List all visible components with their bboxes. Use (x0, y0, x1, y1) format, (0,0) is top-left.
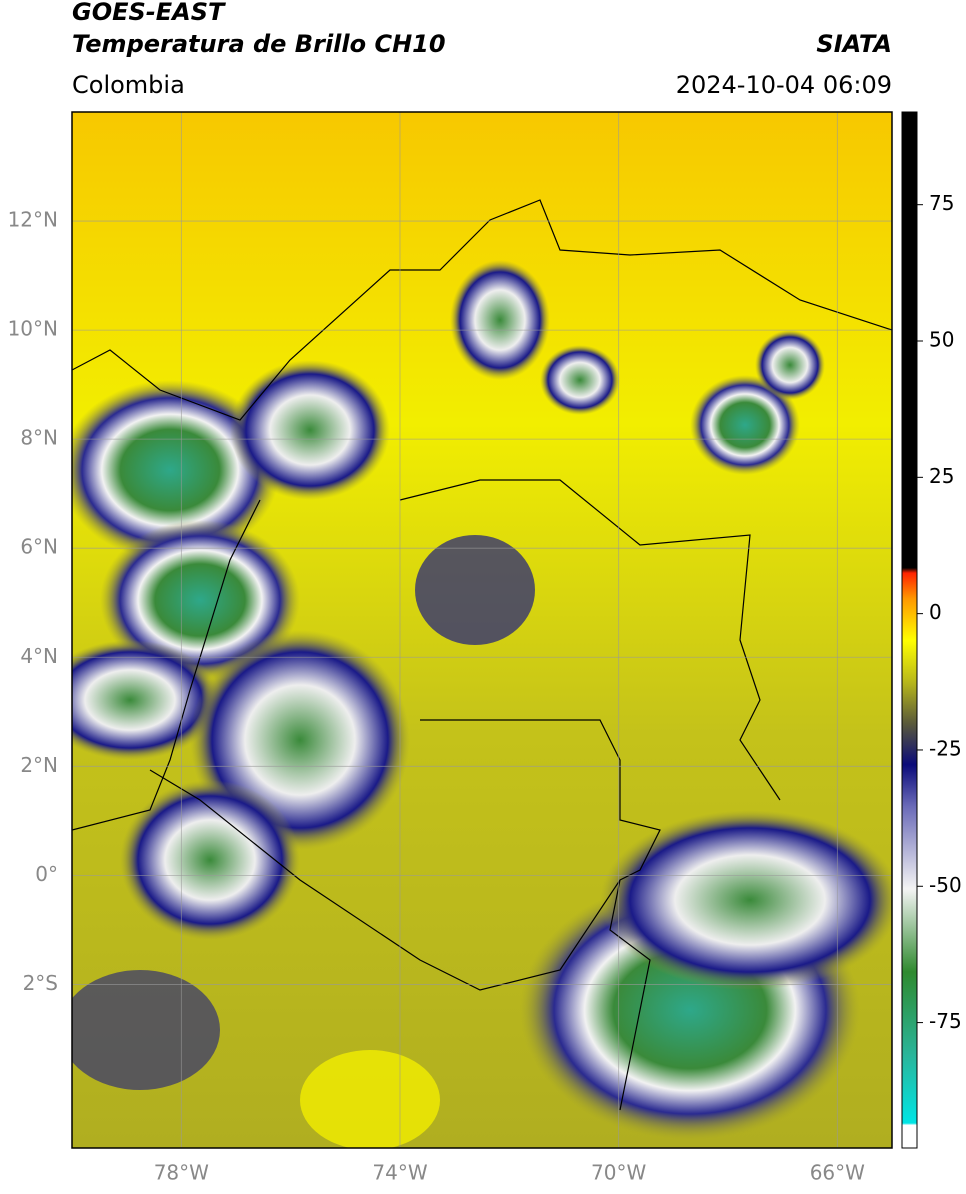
colorbar-tick-label: -75 (929, 1009, 962, 1033)
colorbar-tick-label: -50 (929, 873, 962, 897)
y-tick-label: 8°N (20, 426, 58, 450)
y-tick-label: 10°N (8, 317, 58, 341)
colorbar-tick-label: 0 (929, 600, 942, 624)
y-tick-label: 4°N (20, 644, 58, 668)
title: GOES-EAST (72, 0, 226, 26)
colorbar-tick-label: -25 (929, 736, 962, 760)
y-tick-label: 6°N (20, 535, 58, 559)
source: SIATA (816, 30, 892, 58)
y-tick-label: 2°S (23, 971, 58, 995)
x-tick-label: 74°W (372, 1161, 427, 1185)
satellite-image (72, 112, 892, 1148)
x-tick-label: 78°W (154, 1161, 209, 1185)
subtitle: Temperatura de Brillo CH10 (72, 30, 446, 58)
graticule (72, 112, 892, 1148)
map-frame (71, 111, 893, 1149)
y-tick-label: 0° (35, 862, 58, 886)
colorbar-tick-label: 50 (929, 328, 954, 352)
colorbar-tick-label: 25 (929, 464, 954, 488)
datetime: 2024-10-04 06:09 (676, 71, 892, 99)
region: Colombia (72, 71, 185, 99)
y-tick-label: 12°N (8, 208, 58, 232)
x-tick-label: 70°W (591, 1161, 646, 1185)
colorbar (901, 111, 918, 1149)
x-tick-label: 66°W (810, 1161, 865, 1185)
y-tick-label: 2°N (20, 753, 58, 777)
colorbar-tick-label: 75 (929, 191, 954, 215)
